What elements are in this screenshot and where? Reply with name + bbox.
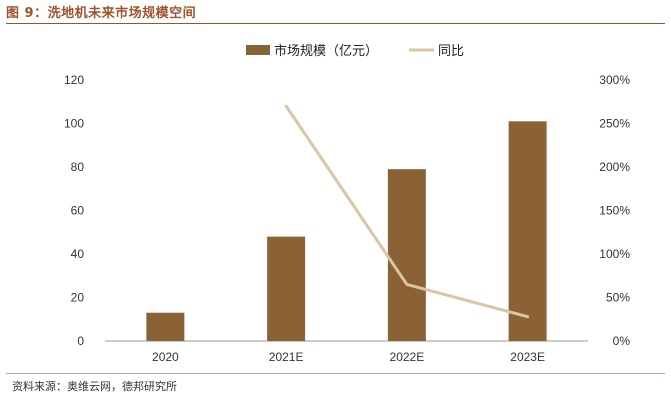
legend-label-yoy: 同比	[438, 44, 464, 59]
legend-label-market-size: 市场规模（亿元）	[274, 43, 378, 59]
y-left-tick-label: 40	[71, 247, 85, 261]
footer-rule	[6, 373, 665, 374]
bar	[508, 121, 547, 341]
legend: 市场规模（亿元） 同比	[246, 43, 464, 59]
x-tick-label: 2021E	[269, 350, 304, 364]
y-left-tick-label: 20	[71, 291, 85, 305]
source-note: 资料来源：奥维云网，德邦研究所	[12, 380, 177, 393]
y-right-tick-label: 150%	[599, 204, 630, 218]
x-tick-label: 2020	[152, 350, 179, 364]
y-right-tick-label: 250%	[599, 117, 630, 131]
legend-swatch-bar	[246, 45, 270, 55]
yoy-line	[284, 104, 530, 319]
bar	[267, 236, 306, 341]
y-right-tick-label: 0%	[613, 334, 631, 348]
y-right-tick-label: 200%	[599, 160, 630, 174]
y-left-tick-label: 60	[71, 204, 85, 218]
y-left-tick-label: 100	[64, 117, 84, 131]
bar	[387, 169, 426, 341]
y-left-tick-label: 120	[64, 73, 84, 87]
y-left-tick-label: 0	[77, 334, 84, 348]
y-right-tick-label: 300%	[599, 73, 630, 87]
x-tick-label: 2023E	[510, 350, 545, 364]
title-rule	[6, 23, 665, 24]
y-left-tick-label: 80	[71, 160, 85, 174]
y-right-tick-label: 100%	[599, 247, 630, 261]
bar	[146, 312, 185, 341]
figure-title: 图 9：洗地机未来市场规模空间	[6, 6, 197, 21]
y-right-tick-label: 50%	[606, 291, 630, 305]
x-tick-label: 2022E	[390, 350, 425, 364]
